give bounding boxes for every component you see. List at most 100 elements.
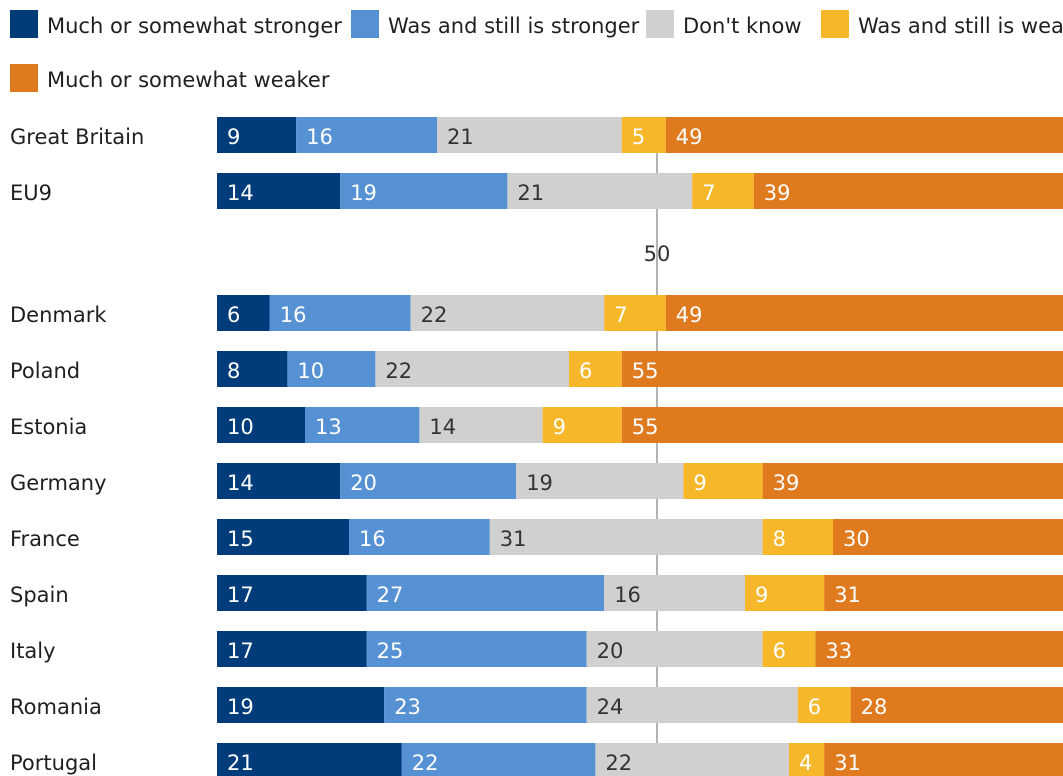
legend-swatch-much-or-somewhat-weaker <box>10 64 38 92</box>
data-label-poland-much-or-somewhat-stronger: 8 <box>227 359 240 383</box>
data-label-romania-much-or-somewhat-weaker: 28 <box>861 695 888 719</box>
bar-segment-germany-much-or-somewhat-stronger <box>217 463 341 499</box>
bar-segment-france-was-and-still-is-weaker <box>762 519 833 555</box>
data-label-great-britain-was-and-still-is-weaker: 5 <box>632 125 645 149</box>
data-label-denmark-much-or-somewhat-stronger: 6 <box>227 303 240 327</box>
data-label-portugal-was-and-still-is-stronger: 22 <box>412 751 439 775</box>
data-label-italy-don-t-know: 20 <box>597 639 624 663</box>
bar-segment-denmark-much-or-somewhat-stronger <box>217 295 270 331</box>
bar-segment-portugal-was-and-still-is-weaker <box>789 743 825 776</box>
data-label-estonia-much-or-somewhat-weaker: 55 <box>632 415 659 439</box>
bar-segment-germany-don-t-know <box>516 463 684 499</box>
bar-segment-romania-much-or-somewhat-stronger <box>217 687 385 723</box>
bar-segment-portugal-don-t-know <box>595 743 789 776</box>
legend-label-much-or-somewhat-stronger: Much or somewhat stronger <box>47 14 342 38</box>
data-label-denmark-was-and-still-is-stronger: 16 <box>280 303 307 327</box>
bar-segment-estonia-much-or-somewhat-stronger <box>217 407 305 443</box>
category-label-germany: Germany <box>10 471 107 495</box>
data-label-estonia-was-and-still-is-stronger: 13 <box>315 415 342 439</box>
bar-segment-estonia-was-and-still-is-weaker <box>542 407 622 443</box>
data-label-poland-much-or-somewhat-weaker: 55 <box>632 359 659 383</box>
data-label-romania-was-and-still-is-stronger: 23 <box>394 695 421 719</box>
category-label-romania: Romania <box>10 695 102 719</box>
bar-segment-great-britain-much-or-somewhat-stronger <box>217 117 297 153</box>
category-label-eu9: EU9 <box>10 181 52 205</box>
data-label-eu9-was-and-still-is-weaker: 7 <box>702 181 715 205</box>
bar-segment-eu9-was-and-still-is-weaker <box>692 173 754 209</box>
data-label-portugal-was-and-still-is-weaker: 4 <box>799 751 812 775</box>
data-label-eu9-don-t-know: 21 <box>517 181 544 205</box>
legend-swatch-was-and-still-is-weaker <box>821 10 849 38</box>
bar-segment-estonia-was-and-still-is-stronger <box>305 407 420 443</box>
data-label-spain-was-and-still-is-weaker: 9 <box>755 583 768 607</box>
category-label-denmark: Denmark <box>10 303 107 327</box>
legend-label-don-t-know: Don't know <box>683 14 802 38</box>
data-label-great-britain-much-or-somewhat-weaker: 49 <box>676 125 703 149</box>
data-label-germany-much-or-somewhat-weaker: 39 <box>773 471 800 495</box>
data-label-spain-don-t-know: 16 <box>614 583 641 607</box>
data-label-poland-don-t-know: 22 <box>385 359 412 383</box>
bar-segment-germany-was-and-still-is-weaker <box>683 463 763 499</box>
data-label-romania-was-and-still-is-weaker: 6 <box>808 695 821 719</box>
data-label-france-was-and-still-is-stronger: 16 <box>359 527 386 551</box>
bar-segment-italy-much-or-somewhat-weaker <box>815 631 1063 667</box>
data-label-great-britain-was-and-still-is-stronger: 16 <box>306 125 333 149</box>
data-label-france-was-and-still-is-weaker: 8 <box>773 527 786 551</box>
data-label-italy-was-and-still-is-stronger: 25 <box>377 639 404 663</box>
bar-segment-germany-much-or-somewhat-weaker <box>762 463 1063 499</box>
bar-segment-romania-was-and-still-is-stronger <box>384 687 587 723</box>
bar-segment-france-much-or-somewhat-weaker <box>833 519 1063 555</box>
legend-label-was-and-still-is-stronger: Was and still is stronger <box>388 14 640 38</box>
bar-segment-spain-was-and-still-is-stronger <box>366 575 605 611</box>
bar-segment-germany-was-and-still-is-stronger <box>340 463 517 499</box>
data-label-france-much-or-somewhat-stronger: 15 <box>227 527 254 551</box>
data-label-germany-don-t-know: 19 <box>526 471 553 495</box>
legend: Much or somewhat stronger Was and still i… <box>10 10 1063 92</box>
bar-segment-eu9-much-or-somewhat-stronger <box>217 173 341 209</box>
category-label-portugal: Portugal <box>10 751 97 775</box>
data-label-italy-much-or-somewhat-stronger: 17 <box>227 639 254 663</box>
data-label-great-britain-much-or-somewhat-stronger: 9 <box>227 125 240 149</box>
bar-segment-italy-don-t-know <box>586 631 763 667</box>
data-label-denmark-much-or-somewhat-weaker: 49 <box>676 303 703 327</box>
bar-segment-great-britain-was-and-still-is-stronger <box>296 117 437 153</box>
legend-swatch-much-or-somewhat-stronger <box>10 10 38 38</box>
data-label-italy-was-and-still-is-weaker: 6 <box>773 639 786 663</box>
category-label-estonia: Estonia <box>10 415 87 439</box>
bar-segment-spain-was-and-still-is-weaker <box>745 575 825 611</box>
legend-swatch-was-and-still-is-stronger <box>351 10 379 38</box>
category-label-poland: Poland <box>10 359 80 383</box>
bar-segment-estonia-much-or-somewhat-weaker <box>621 407 1063 443</box>
bar-segment-portugal-was-and-still-is-stronger <box>401 743 596 776</box>
data-label-romania-much-or-somewhat-stronger: 19 <box>227 695 254 719</box>
data-label-poland-was-and-still-is-weaker: 6 <box>579 359 592 383</box>
data-label-france-don-t-know: 31 <box>500 527 527 551</box>
bar-segment-poland-was-and-still-is-stronger <box>287 351 376 387</box>
bar-segment-italy-was-and-still-is-stronger <box>366 631 587 667</box>
bar-segment-poland-much-or-somewhat-stronger <box>217 351 288 387</box>
reference-line-label: 50 <box>644 242 671 266</box>
bar-segment-france-was-and-still-is-stronger <box>349 519 490 555</box>
data-label-france-much-or-somewhat-weaker: 30 <box>843 527 870 551</box>
category-label-great-britain: Great Britain <box>10 125 144 149</box>
data-label-romania-don-t-know: 24 <box>597 695 624 719</box>
bar-segment-portugal-much-or-somewhat-stronger <box>217 743 402 776</box>
bar-segment-italy-much-or-somewhat-stronger <box>217 631 367 667</box>
data-label-poland-was-and-still-is-stronger: 10 <box>297 359 324 383</box>
data-label-spain-much-or-somewhat-weaker: 31 <box>834 583 861 607</box>
bar-segment-spain-don-t-know <box>604 575 745 611</box>
bar-segment-france-much-or-somewhat-stronger <box>217 519 349 555</box>
category-label-spain: Spain <box>10 583 69 607</box>
data-label-estonia-much-or-somewhat-stronger: 10 <box>227 415 254 439</box>
bar-segment-denmark-don-t-know <box>410 295 605 331</box>
data-label-portugal-much-or-somewhat-weaker: 31 <box>834 751 861 775</box>
category-label-france: France <box>10 527 80 551</box>
data-label-eu9-much-or-somewhat-stronger: 14 <box>227 181 254 205</box>
data-label-denmark-don-t-know: 22 <box>421 303 448 327</box>
data-label-estonia-was-and-still-is-weaker: 9 <box>553 415 566 439</box>
bar-segment-denmark-much-or-somewhat-weaker <box>665 295 1063 331</box>
bar-segment-italy-was-and-still-is-weaker <box>762 631 816 667</box>
bar-segment-poland-don-t-know <box>375 351 569 387</box>
data-label-spain-was-and-still-is-stronger: 27 <box>377 583 404 607</box>
